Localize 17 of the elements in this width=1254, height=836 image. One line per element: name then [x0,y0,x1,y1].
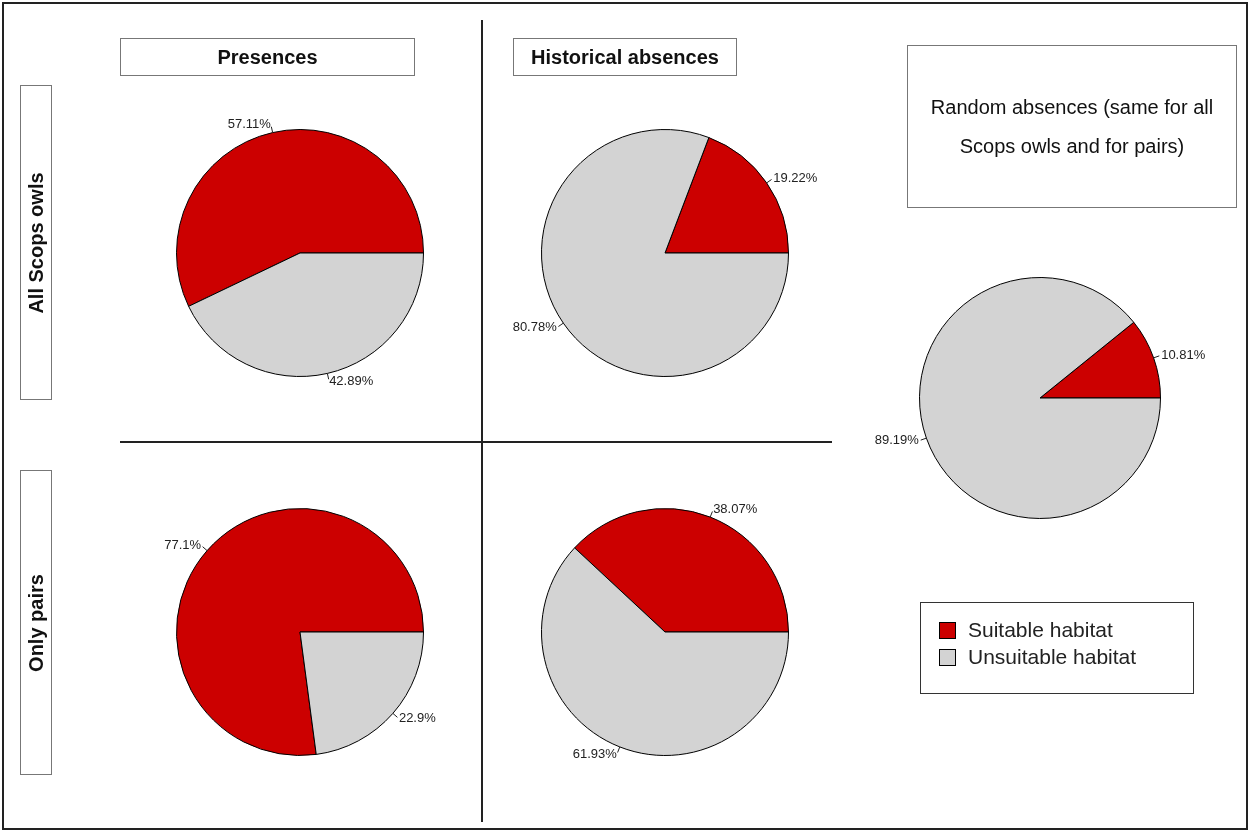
data-label: 38.07% [713,501,758,517]
text: All Scops owls [24,171,48,314]
text: Only pairs [24,573,48,672]
data-label: 61.93% [572,745,618,761]
chart-title: Presences [120,38,415,76]
data-label: 42.89% [329,372,374,388]
data-label: 89.19% [874,432,920,448]
legend-label: Suitable habitat [968,618,1113,642]
data-label: 22.9% [398,710,437,726]
data-label: 19.22% [773,169,818,185]
chart-title: Historical absences [513,38,737,76]
legend-label: Unsuitable habitat [968,645,1137,669]
data-label: 57.11% [227,116,272,132]
data-label: 10.81% [1161,346,1206,362]
data-label: 77.1% [164,536,202,552]
data-label: 80.78% [512,319,558,335]
chart-title: Random absences (same for all Scops owls and for pairs) [929,94,1215,159]
